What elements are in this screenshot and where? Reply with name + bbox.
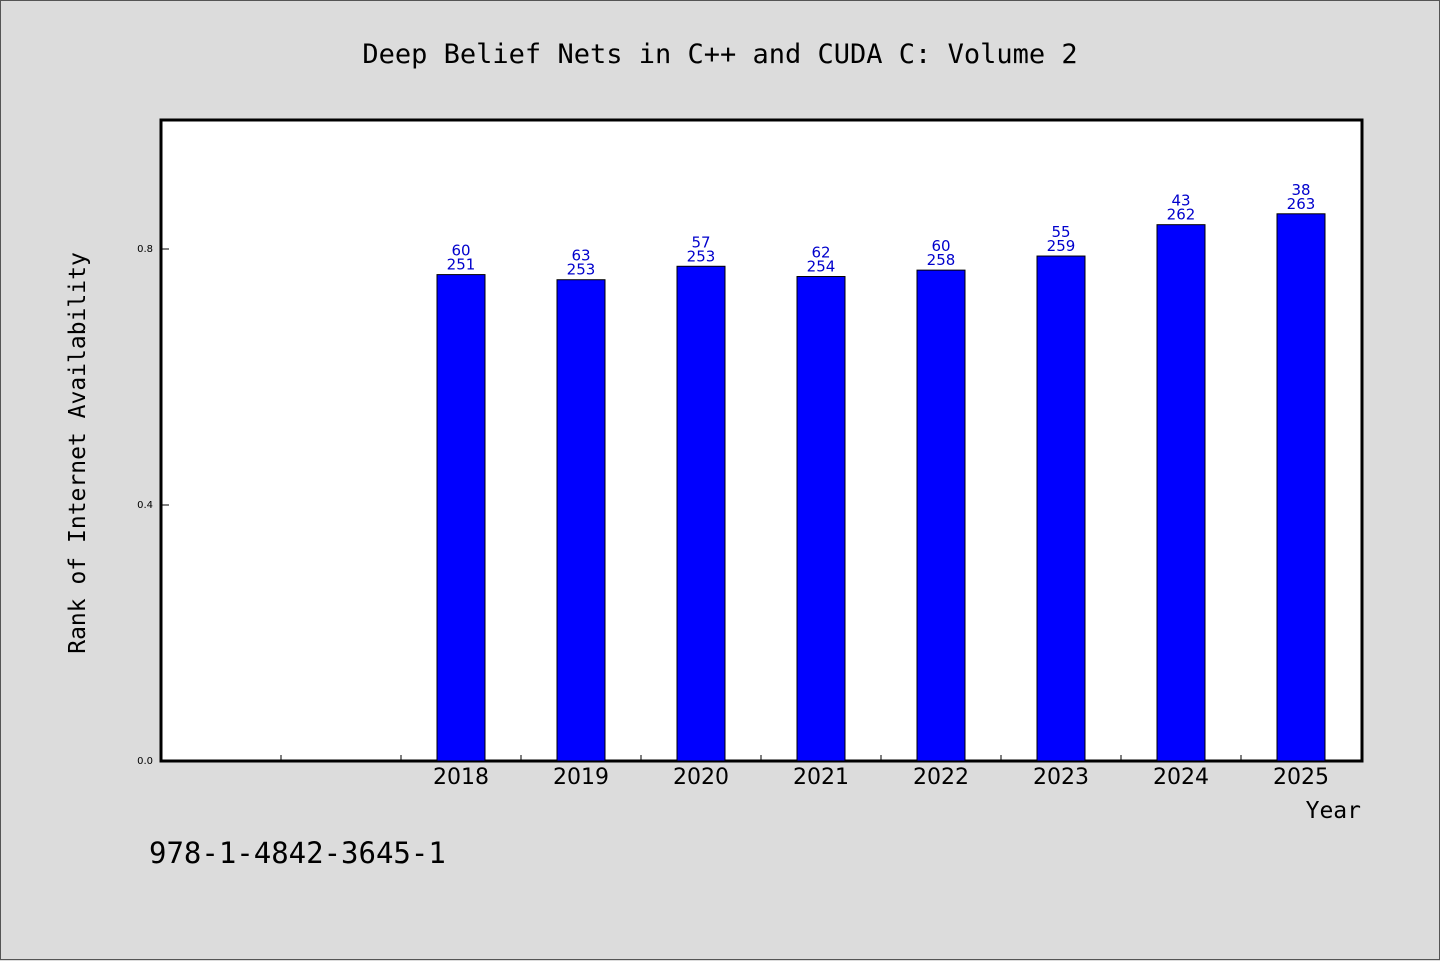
- data-label-top: 60: [931, 237, 950, 255]
- data-label-bottom: 259: [1047, 237, 1076, 255]
- y-tick-label: 0.8: [137, 244, 153, 255]
- data-label-bottom: 251: [447, 256, 476, 274]
- chart-title: Deep Belief Nets in C++ and CUDA C: Volu…: [362, 39, 1077, 70]
- data-label-bottom: 253: [567, 261, 596, 279]
- x-tick-label: 2023: [1033, 765, 1089, 790]
- bar-2018: [436, 274, 486, 762]
- x-tick-label: 2022: [913, 765, 969, 790]
- x-tick-label: 2025: [1273, 765, 1329, 790]
- data-label-top: 63: [571, 247, 590, 265]
- data-label-top: 62: [811, 244, 830, 262]
- y-axis-label: Rank of Internet Availability: [65, 252, 91, 654]
- x-axis-label: Year: [1306, 798, 1361, 824]
- bar-2019: [556, 279, 606, 762]
- bar-2023: [1036, 255, 1086, 762]
- data-label-top: 60: [451, 242, 470, 260]
- data-label-top: 38: [1291, 181, 1310, 199]
- bar-2025: [1276, 213, 1326, 762]
- data-label-bottom: 254: [807, 258, 836, 276]
- bar-2020: [676, 265, 726, 762]
- bar-2024: [1156, 224, 1206, 762]
- data-label-top: 57: [691, 233, 710, 251]
- bars-group: [436, 213, 1326, 762]
- y-tick-label: 0.0: [137, 756, 153, 767]
- y-tick-label: 0.4: [137, 500, 153, 511]
- data-label-top: 55: [1051, 223, 1070, 241]
- x-tick-label: 2019: [553, 765, 609, 790]
- data-label-top: 43: [1171, 192, 1190, 210]
- x-tick-label: 2020: [673, 765, 729, 790]
- x-tick-label: 2024: [1153, 765, 1209, 790]
- x-axis-ticks: 2018 2019 2020 2021 2022 2023 2024 2025: [280, 755, 1329, 790]
- x-tick-label: 2018: [433, 765, 489, 790]
- data-label-bottom: 258: [927, 251, 956, 269]
- data-label-bottom: 263: [1287, 195, 1316, 213]
- bar-2022: [916, 269, 966, 762]
- x-tick-label: 2021: [793, 765, 849, 790]
- data-label-bottom: 262: [1167, 206, 1196, 224]
- y-axis-ticks: 0.0 0.4 0.8: [137, 244, 169, 767]
- bar-2021: [796, 276, 846, 762]
- data-label-bottom: 253: [687, 247, 716, 265]
- isbn-text: 978-1-4842-3645-1: [149, 836, 446, 870]
